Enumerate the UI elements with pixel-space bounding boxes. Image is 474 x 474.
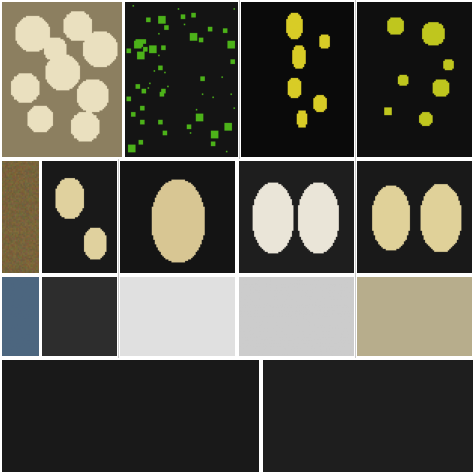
Bar [356,160,473,274]
Bar [41,160,118,274]
Bar [119,276,236,357]
Text: b: b [4,9,15,24]
Bar [262,359,473,473]
Bar [41,276,118,357]
Text: c: c [127,9,136,24]
Text: s: s [359,283,368,299]
Bar [238,160,355,274]
Bar [1,1,122,158]
Bar [124,1,238,158]
Text: d: d [243,9,254,24]
Bar [240,1,355,158]
Text: q: q [122,283,133,299]
Text: i: i [44,167,49,182]
Bar [1,160,39,274]
Text: p: p [44,283,55,299]
Bar [1,276,39,357]
Text: o: o [26,256,33,266]
Bar [238,276,355,357]
Bar [119,160,236,274]
Text: u: u [264,366,275,382]
Text: l: l [359,167,365,182]
Text: k: k [241,167,251,182]
Text: r: r [241,283,248,299]
Bar [1,359,260,473]
Text: e: e [359,9,370,24]
Bar [356,276,473,357]
Text: t: t [4,366,11,382]
Text: j: j [122,167,128,182]
Bar [356,1,473,158]
